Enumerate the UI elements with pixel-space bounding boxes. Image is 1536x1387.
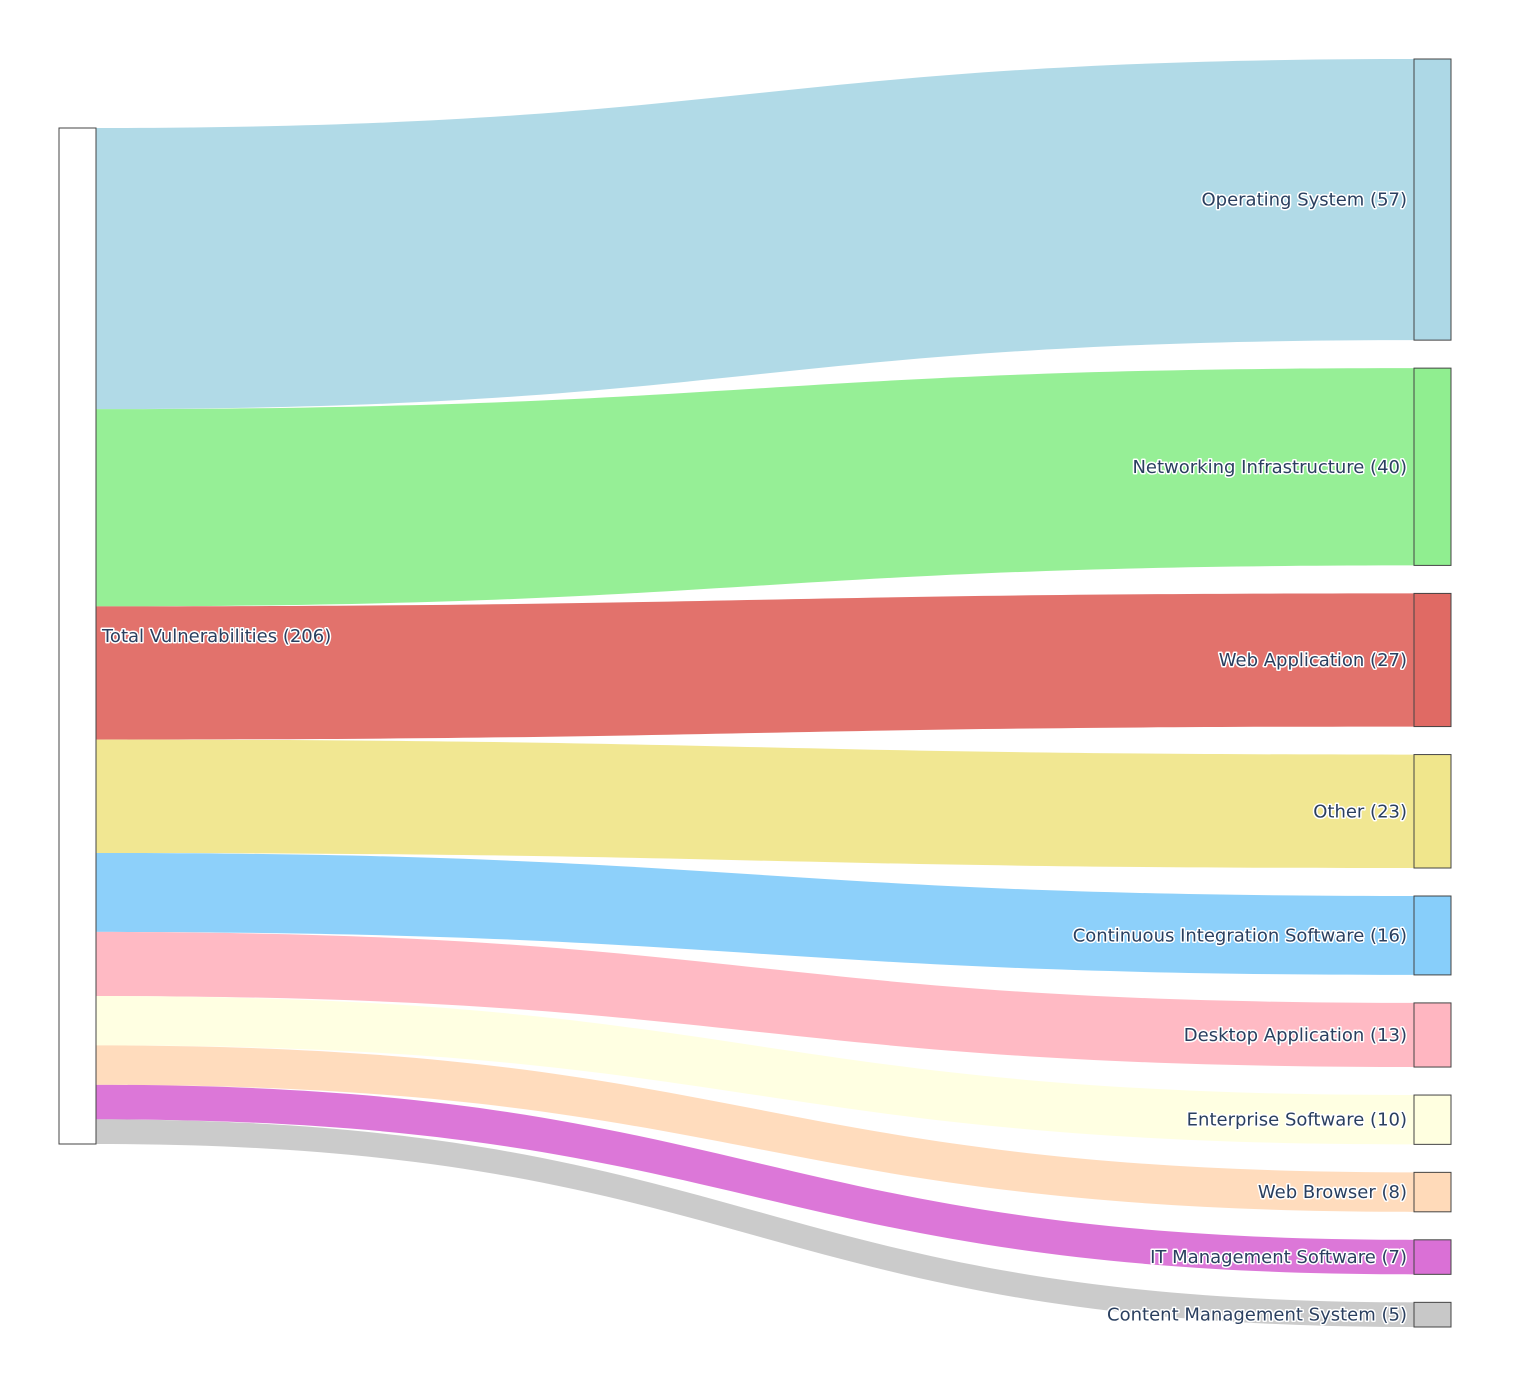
link-2[interactable] (96, 593, 1414, 740)
target-node-5[interactable] (1413, 1002, 1452, 1068)
target-label-3: Other (23) (1313, 801, 1407, 822)
nodes (58, 58, 1452, 1328)
link-0[interactable] (96, 59, 1414, 410)
link-3[interactable] (96, 739, 1414, 869)
target-label-7: Web Browser (8) (1258, 1182, 1407, 1203)
target-label-1: Networking Infrastructure (40) (1132, 457, 1407, 478)
link-8[interactable] (96, 1084, 1414, 1275)
target-label-6: Enterprise Software (10) (1187, 1110, 1407, 1131)
target-node-7[interactable] (1413, 1171, 1452, 1213)
target-node-8[interactable] (1413, 1239, 1452, 1275)
link-5[interactable] (96, 931, 1414, 1068)
target-node-4[interactable] (1413, 895, 1452, 976)
target-label-8: IT Management Software (7) (1150, 1247, 1407, 1268)
link-6[interactable] (96, 996, 1414, 1145)
target-label-9: Content Management System (5) (1107, 1305, 1407, 1326)
labels: Operating System (57) Networking Infrastr… (100, 188, 1409, 1327)
source-label: Total Vulnerabilities (206) (101, 626, 331, 647)
target-node-9[interactable] (1413, 1301, 1452, 1328)
target-node-1[interactable] (1413, 367, 1452, 566)
link-1[interactable] (96, 368, 1414, 607)
target-node-3[interactable] (1413, 754, 1452, 869)
target-label-5: Desktop Application (13) (1184, 1025, 1407, 1046)
target-label-4: Continuous Integration Software (16) (1073, 925, 1407, 946)
target-label-0: Operating System (57) (1201, 190, 1407, 211)
link-4[interactable] (96, 853, 1414, 975)
target-label-2: Web Application (27) (1219, 650, 1407, 671)
target-node-6[interactable] (1413, 1094, 1452, 1145)
link-9[interactable] (96, 1119, 1414, 1327)
target-node-2[interactable] (1413, 592, 1452, 728)
target-node-0[interactable] (1413, 58, 1452, 341)
source-node[interactable] (58, 127, 97, 1145)
links (96, 59, 1414, 1327)
link-7[interactable] (96, 1045, 1414, 1212)
